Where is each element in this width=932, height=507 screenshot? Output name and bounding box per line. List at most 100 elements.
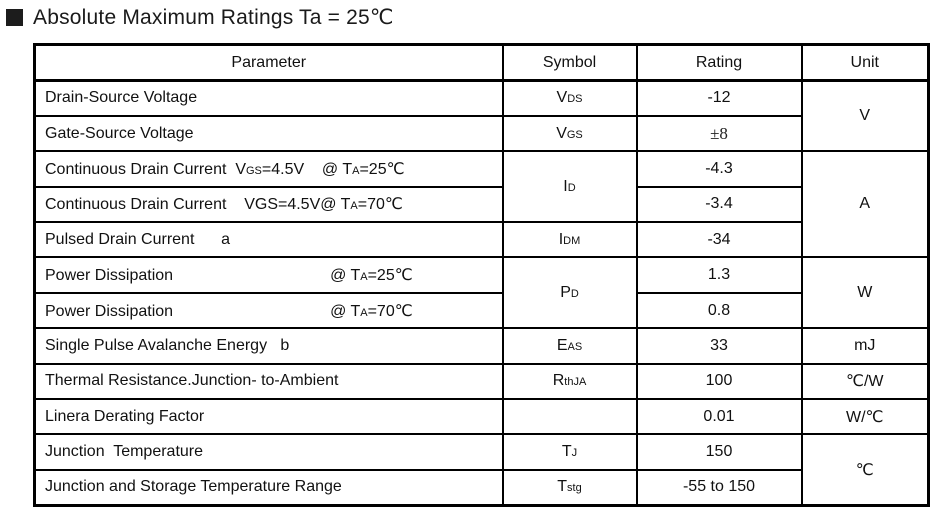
cell-text: Linera Derating Factor (45, 407, 205, 425)
section-title: Absolute Maximum Ratings Ta = 25℃ (6, 5, 394, 30)
table-row: Drain-Source Voltage VDS -12 V (33, 79, 930, 153)
cell-rating: -4.3 (635, 150, 803, 188)
spacer (173, 315, 330, 316)
cell-parameter: Continuous Drain Current VGS=4.5V@ TA=70… (33, 185, 504, 224)
cell-text: -12 (707, 89, 731, 107)
cell-text: @ T (330, 267, 361, 285)
cell-rating: 100 (635, 362, 803, 401)
black-square-icon (6, 9, 23, 26)
cell-parameter: Continuous Drain Current VGS=4.5V @ TA=2… (33, 150, 504, 188)
cell-parameter: Gate-Source Voltage (33, 114, 504, 153)
cell-rating: -12 (635, 79, 803, 117)
cell-rating: 33 (635, 327, 803, 365)
cell-text: =25℃ (367, 267, 413, 285)
cell-unit: V (800, 79, 930, 153)
cell-parameter: Drain-Source Voltage (33, 79, 504, 117)
table-row: Thermal Resistance.Junction- to-Ambient R… (33, 362, 930, 401)
cell-rating: 0.8 (635, 291, 803, 330)
cell-symbol: Tstg (501, 468, 638, 507)
cell-symbol: IDM (501, 221, 638, 259)
cell-unit: W/℃ (800, 398, 930, 436)
cell-symbol: VDS (501, 79, 638, 117)
spacer (173, 279, 330, 280)
table-row: Continuous Drain Current VGS=4.5V @ TA=2… (33, 150, 930, 259)
cell-unit: ℃/W (800, 362, 930, 401)
cell-text: ℃/W (845, 373, 884, 391)
table-body: Drain-Source Voltage VDS -12 V Gate-Source V… (33, 79, 930, 507)
cell-text: ±8 (710, 123, 728, 143)
table-header: Parameter Symbol Rating Unit (33, 43, 930, 82)
cell-symbol (501, 398, 638, 436)
cell-parameter: Pulsed Drain Current a (33, 221, 504, 259)
cell-parameter: Junction Temperature (33, 433, 504, 471)
cell-symbol: TJ (501, 433, 638, 471)
cell-unit: W (800, 256, 930, 330)
subscript-text: D (570, 287, 579, 300)
cell-text: Junction Temperature (45, 443, 204, 461)
cell-text: Thermal Resistance.Junction- to-Ambient (45, 372, 339, 390)
cell-text: I (563, 177, 568, 195)
table-row: Junction Temperature TJ 150 ℃ (33, 433, 930, 507)
subscript-text: A (360, 306, 368, 319)
cell-text: W (857, 283, 873, 301)
table-row: Power Dissipation @ TA=70℃ 0.8 (33, 291, 929, 330)
subscript-text: DM (563, 234, 581, 247)
cell-text: V (556, 89, 568, 107)
cell-parameter: Single Pulse Avalanche Energy b (33, 327, 504, 365)
cell-text: A (859, 195, 871, 213)
header-row: Parameter Symbol Rating Unit (33, 43, 930, 82)
cell-text: =4.5V @ T (261, 160, 353, 178)
column-header-rating: Rating (635, 43, 803, 82)
cell-rating: 1.3 (635, 256, 803, 294)
subscript-text: A (352, 164, 360, 177)
cell-text: =70℃ (367, 302, 413, 320)
cell-text: I (558, 230, 564, 248)
cell-text: Continuous Drain Current VGS=4.5V@ T (45, 196, 351, 214)
cell-symbol: RthJA (501, 362, 638, 401)
column-header-symbol: Symbol (501, 43, 638, 82)
cell-text: 150 (705, 443, 733, 461)
cell-text: Continuous Drain Current V (45, 160, 246, 178)
subscript-text: thJA (564, 376, 587, 389)
absolute-maximum-ratings-table: Parameter Symbol Rating Unit Drain-Sourc… (33, 43, 930, 507)
cell-text: -55 to 150 (682, 478, 756, 496)
cell-text: W/℃ (845, 408, 884, 426)
cell-rating: -3.4 (635, 185, 803, 224)
cell-text: 33 (710, 336, 728, 354)
cell-text: 1.3 (707, 266, 731, 284)
cell-parameter: Power Dissipation @ TA=70℃ (33, 291, 504, 330)
cell-parameter: Junction and Storage Temperature Range (33, 468, 504, 507)
cell-text: -4.3 (705, 159, 733, 177)
cell-text: Gate-Source Voltage (45, 124, 194, 142)
subscript-text: J (571, 447, 578, 460)
cell-text: V (859, 107, 871, 125)
cell-parameter: Thermal Resistance.Junction- to-Ambient (33, 362, 504, 401)
subscript-text: A (350, 200, 358, 213)
table-row: Linera Derating Factor 0.01 W/℃ (33, 398, 930, 436)
cell-parameter: Linera Derating Factor (33, 398, 504, 436)
cell-text: P (560, 283, 571, 301)
subscript-text: AS (567, 340, 583, 353)
cell-text: 0.8 (707, 301, 731, 319)
cell-text: -3.4 (705, 195, 733, 213)
cell-text: Pulsed Drain Current a (45, 230, 230, 248)
cell-text: Power Dissipation (45, 267, 174, 285)
cell-text: =25℃ (359, 160, 405, 178)
cell-text: 100 (705, 372, 733, 390)
table-row: Junction and Storage Temperature Range Ts… (33, 468, 929, 507)
cell-symbol: VGS (501, 114, 638, 153)
cell-unit: mJ (800, 327, 930, 365)
table-row: Pulsed Drain Current a IDM -34 (33, 221, 929, 259)
cell-text: T (557, 478, 568, 496)
cell-rating: -34 (635, 221, 803, 259)
subscript-text: GS (245, 164, 262, 177)
table-row: Gate-Source Voltage VGS ±8 (33, 114, 929, 153)
column-header-parameter: Parameter (33, 43, 504, 82)
cell-text: ℃ (855, 461, 874, 479)
table-row: Power Dissipation @ T A =25℃ PD 1.3 W (33, 256, 930, 330)
subscript-text: DS (567, 93, 583, 106)
subscript-text: D (567, 181, 576, 194)
cell-symbol: ID (501, 150, 638, 224)
cell-text: E (556, 336, 568, 354)
cell-text: Junction and Storage Temperature Range (45, 478, 342, 496)
